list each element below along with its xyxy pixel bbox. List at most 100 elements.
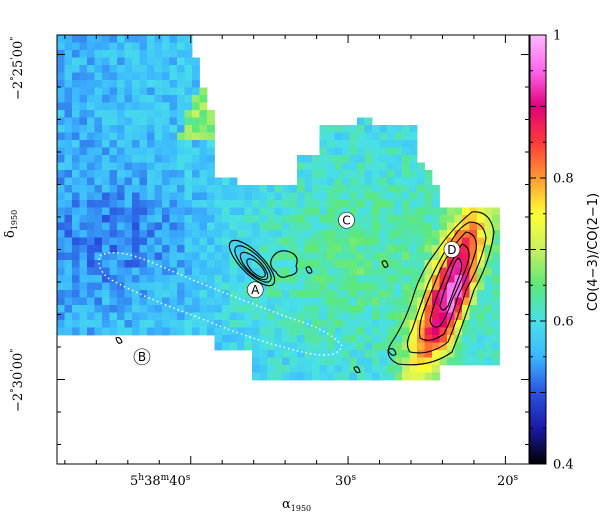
map-pixel	[379, 222, 388, 231]
map-pixel	[192, 117, 200, 126]
map-pixel	[417, 200, 425, 208]
map-pixel	[102, 110, 110, 118]
map-pixel	[259, 260, 268, 268]
map-pixel	[304, 260, 313, 268]
map-pixel	[169, 147, 178, 156]
map-pixel	[304, 245, 313, 253]
map-pixel	[282, 320, 290, 328]
map-pixel	[274, 335, 283, 343]
map-pixel	[124, 192, 133, 201]
map-pixel	[57, 200, 65, 208]
map-pixel	[132, 305, 140, 313]
map-pixel	[147, 50, 155, 58]
map-pixel	[229, 290, 238, 298]
map-pixel	[297, 177, 305, 186]
map-pixel	[342, 237, 350, 246]
map-pixel	[342, 230, 350, 238]
map-pixel	[237, 215, 245, 223]
map-pixel	[417, 237, 425, 246]
map-pixel	[117, 177, 125, 186]
map-pixel	[162, 87, 170, 96]
map-pixel	[64, 147, 73, 156]
map-pixel	[72, 162, 80, 171]
map-pixel	[192, 305, 200, 313]
map-pixel	[154, 140, 163, 148]
map-pixel	[237, 335, 245, 343]
map-pixel	[132, 215, 140, 223]
map-pixel	[349, 177, 358, 186]
map-pixel	[64, 80, 73, 88]
map-pixel	[319, 200, 328, 208]
map-pixel	[207, 155, 215, 163]
map-pixel	[282, 297, 290, 306]
map-pixel	[289, 237, 298, 246]
map-pixel	[334, 125, 343, 133]
map-pixel	[94, 267, 103, 276]
map-pixel	[492, 290, 500, 298]
x-axis-label: α1950	[282, 497, 311, 513]
map-pixel	[207, 282, 215, 291]
map-pixel	[109, 177, 118, 186]
map-pixel	[147, 200, 155, 208]
map-pixel	[252, 275, 260, 283]
map-pixel	[94, 162, 103, 171]
map-pixel	[147, 282, 155, 291]
map-pixel	[469, 335, 478, 343]
map-pixel	[154, 320, 163, 328]
map-pixel	[72, 177, 80, 186]
map-pixel	[64, 65, 73, 73]
map-pixel	[154, 290, 163, 298]
map-pixel	[364, 192, 373, 201]
map-pixel	[102, 312, 110, 321]
map-pixel	[162, 282, 170, 291]
map-pixel	[199, 275, 208, 283]
map-pixel	[357, 245, 365, 253]
map-pixel	[372, 260, 380, 268]
map-pixel	[162, 207, 170, 216]
map-pixel	[252, 230, 260, 238]
map-pixel	[417, 312, 425, 321]
map-pixel	[87, 237, 95, 246]
map-pixel	[462, 260, 470, 268]
map-pixel	[484, 327, 493, 336]
map-pixel	[237, 245, 245, 253]
map-pixel	[409, 305, 418, 313]
map-pixel	[417, 342, 425, 351]
map-pixel	[334, 275, 343, 283]
map-pixel	[154, 65, 163, 73]
map-pixel	[139, 72, 148, 81]
map-pixel	[439, 297, 448, 306]
map-pixel	[469, 252, 478, 261]
map-pixel	[237, 200, 245, 208]
map-pixel	[477, 267, 485, 276]
map-pixel	[229, 327, 238, 336]
map-pixel	[417, 305, 425, 313]
map-pixel	[237, 327, 245, 336]
map-pixel	[177, 110, 185, 118]
map-pixel	[297, 312, 305, 321]
map-pixel	[244, 207, 253, 216]
map-pixel	[394, 335, 403, 343]
map-pixel	[402, 155, 410, 163]
map-pixel	[364, 215, 373, 223]
map-pixel	[147, 177, 155, 186]
marker-d-circle	[443, 241, 461, 258]
map-pixel	[169, 35, 178, 43]
map-pixel	[417, 320, 425, 328]
map-pixel	[177, 200, 185, 208]
map-pixel	[379, 192, 388, 201]
map-pixel	[244, 320, 253, 328]
map-pixel	[492, 282, 500, 291]
map-pixel	[117, 87, 125, 96]
map-pixel	[177, 192, 185, 201]
map-pixel	[72, 320, 80, 328]
map-pixel	[424, 335, 433, 343]
map-pixel	[124, 65, 133, 73]
map-pixel	[402, 320, 410, 328]
marker-a-label: A	[251, 283, 260, 297]
map-pixel	[319, 357, 328, 366]
map-pixel	[409, 170, 418, 178]
map-pixel	[372, 357, 380, 366]
map-pixel	[154, 252, 163, 261]
map-pixel	[199, 207, 208, 216]
